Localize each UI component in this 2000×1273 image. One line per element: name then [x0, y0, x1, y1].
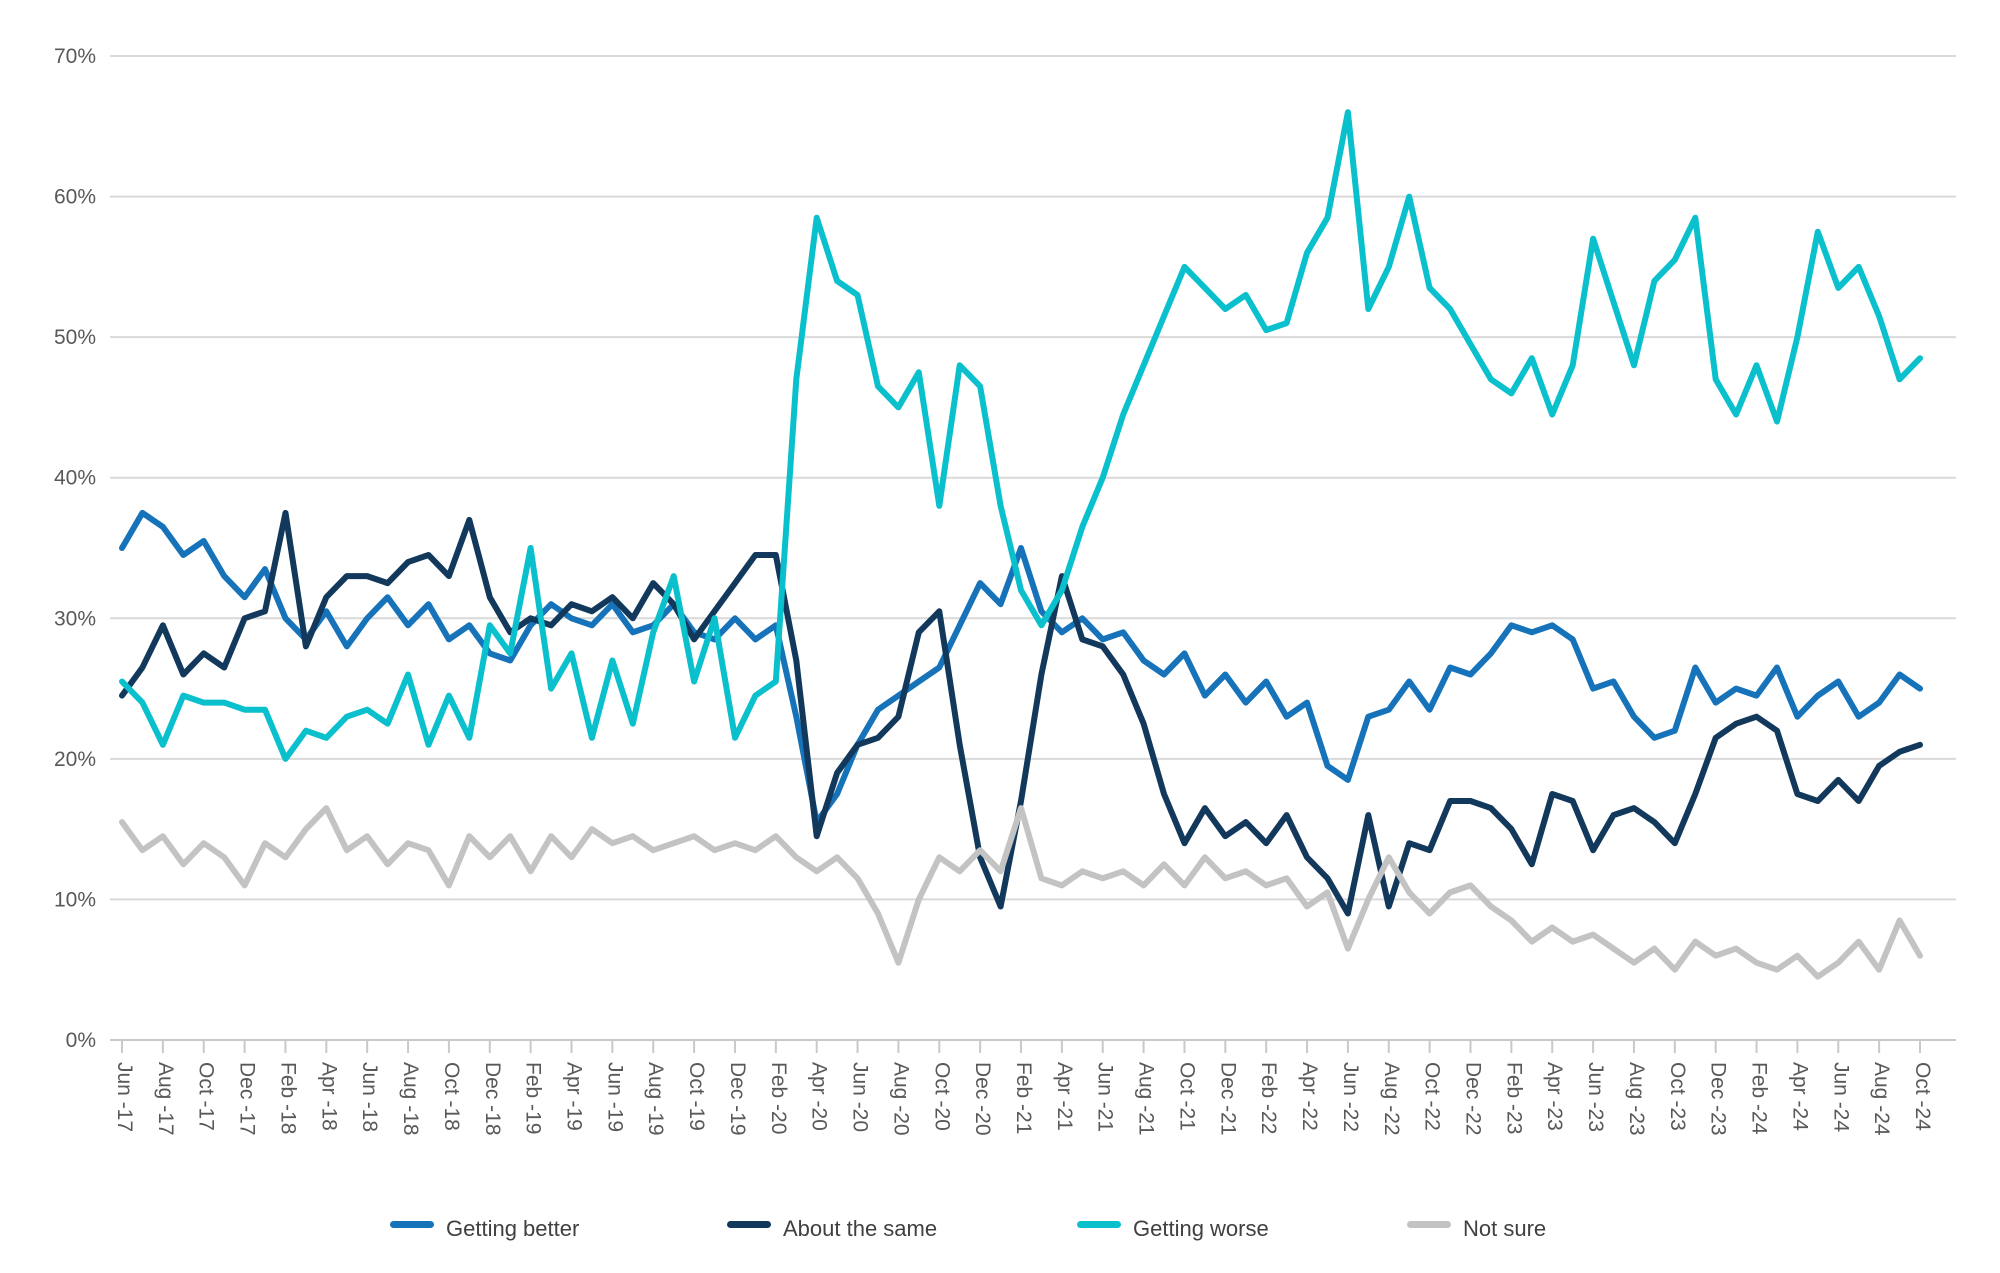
- x-tick-label-Dec-21: Dec -21: [1216, 1062, 1239, 1136]
- y-tick-label-70: 70%: [54, 45, 96, 68]
- x-axis-labels-group: Jun -17 Aug -17 Oct -17 Dec -17 Feb -18 Apr -…: [113, 1062, 1934, 1136]
- x-tick-label-Oct-22: Oct -22: [1421, 1062, 1444, 1131]
- legend-label-getting-worse: Getting worse: [1133, 1216, 1269, 1241]
- x-tick-label-Jun-22: Jun -22: [1339, 1062, 1362, 1132]
- x-tick-label-Oct-23: Oct -23: [1666, 1062, 1689, 1131]
- x-tick-label-Jun-19: Jun -19: [603, 1062, 626, 1132]
- series-lines-group: [119, 109, 1923, 980]
- y-tick-label-10: 10%: [54, 888, 96, 911]
- x-tick-label-Oct-18: Oct -18: [440, 1062, 463, 1131]
- x-tick-label-Aug-20: Aug -20: [889, 1062, 912, 1136]
- x-tick-label-Jun-17: Jun -17: [113, 1062, 136, 1132]
- x-tick-label-Feb-21: Feb -21: [1012, 1062, 1035, 1134]
- x-tick-label-Apr-21: Apr -21: [1053, 1062, 1076, 1131]
- x-tick-label-Aug-19: Aug -19: [644, 1062, 667, 1136]
- x-tick-label-Aug-22: Aug -22: [1380, 1062, 1403, 1136]
- x-tick-label-Dec-20: Dec -20: [971, 1062, 994, 1136]
- y-tick-label-20: 20%: [54, 748, 96, 771]
- gridlines-group: [110, 55, 1956, 1041]
- series-line-getting-worse: [119, 109, 1923, 762]
- y-tick-label-0: 0%: [66, 1029, 96, 1052]
- x-tick-label-Oct-17: Oct -17: [195, 1062, 218, 1131]
- legend-swatch-not-sure: [1407, 1221, 1451, 1228]
- y-tick-label-30: 30%: [54, 607, 96, 630]
- x-tick-label-Oct-21: Oct -21: [1175, 1062, 1198, 1131]
- x-tick-label-Oct-20: Oct -20: [930, 1062, 953, 1131]
- legend: Getting better About the same Getting wo…: [390, 1216, 1546, 1241]
- x-tick-label-Apr-19: Apr -19: [563, 1062, 586, 1131]
- x-tick-label-Apr-22: Apr -22: [1298, 1062, 1321, 1131]
- x-tick-label-Aug-18: Aug -18: [399, 1062, 422, 1136]
- x-tick-label-Feb-20: Feb -20: [767, 1062, 790, 1134]
- x-tick-label-Aug-23: Aug -23: [1625, 1062, 1648, 1136]
- y-tick-label-40: 40%: [54, 467, 96, 490]
- x-tick-label-Jun-21: Jun -21: [1094, 1062, 1117, 1132]
- x-tick-label-Apr-20: Apr -20: [808, 1062, 831, 1131]
- x-tick-label-Oct-24: Oct -24: [1911, 1062, 1934, 1131]
- x-tick-label-Aug-17: Aug -17: [154, 1062, 177, 1136]
- x-tick-label-Jun-23: Jun -23: [1584, 1062, 1607, 1132]
- legend-swatch-about-the-same: [727, 1221, 771, 1228]
- legend-label-not-sure: Not sure: [1463, 1216, 1546, 1241]
- x-tick-label-Aug-21: Aug -21: [1135, 1062, 1158, 1136]
- x-tick-label-Dec-23: Dec -23: [1707, 1062, 1730, 1136]
- x-tick-label-Feb-19: Feb -19: [522, 1062, 545, 1134]
- x-axis-ticks-group: [121, 1040, 1921, 1053]
- x-tick-label-Dec-18: Dec -18: [481, 1062, 504, 1136]
- x-tick-label-Jun-20: Jun -20: [849, 1062, 872, 1132]
- x-tick-label-Feb-23: Feb -23: [1502, 1062, 1525, 1134]
- x-tick-label-Apr-23: Apr -23: [1543, 1062, 1566, 1131]
- x-tick-label-Feb-22: Feb -22: [1257, 1062, 1280, 1134]
- legend-label-about-the-same: About the same: [783, 1216, 937, 1241]
- y-tick-label-60: 60%: [54, 186, 96, 209]
- legend-label-getting-better: Getting better: [446, 1216, 579, 1241]
- x-tick-label-Apr-24: Apr -24: [1788, 1062, 1811, 1131]
- x-tick-label-Dec-22: Dec -22: [1462, 1062, 1485, 1136]
- x-tick-label-Dec-17: Dec -17: [236, 1062, 259, 1136]
- series-line-about-the-same: [119, 509, 1923, 917]
- y-axis-labels-group: 0% 10% 20% 30% 40% 50% 60% 70%: [54, 45, 96, 1052]
- x-tick-label-Dec-19: Dec -19: [726, 1062, 749, 1136]
- x-tick-label-Jun-24: Jun -24: [1829, 1062, 1852, 1132]
- legend-swatch-getting-worse: [1077, 1221, 1121, 1228]
- y-tick-label-50: 50%: [54, 326, 96, 349]
- legend-swatch-getting-better: [390, 1221, 434, 1228]
- series-line-getting-better: [119, 509, 1923, 826]
- x-tick-label-Apr-18: Apr -18: [317, 1062, 340, 1131]
- x-tick-label-Feb-18: Feb -18: [276, 1062, 299, 1134]
- x-tick-label-Oct-19: Oct -19: [685, 1062, 708, 1131]
- x-tick-label-Feb-24: Feb -24: [1748, 1062, 1771, 1135]
- x-tick-label-Jun-18: Jun -18: [358, 1062, 381, 1132]
- x-tick-label-Aug-24: Aug -24: [1870, 1062, 1893, 1136]
- series-line-not-sure: [119, 805, 1923, 980]
